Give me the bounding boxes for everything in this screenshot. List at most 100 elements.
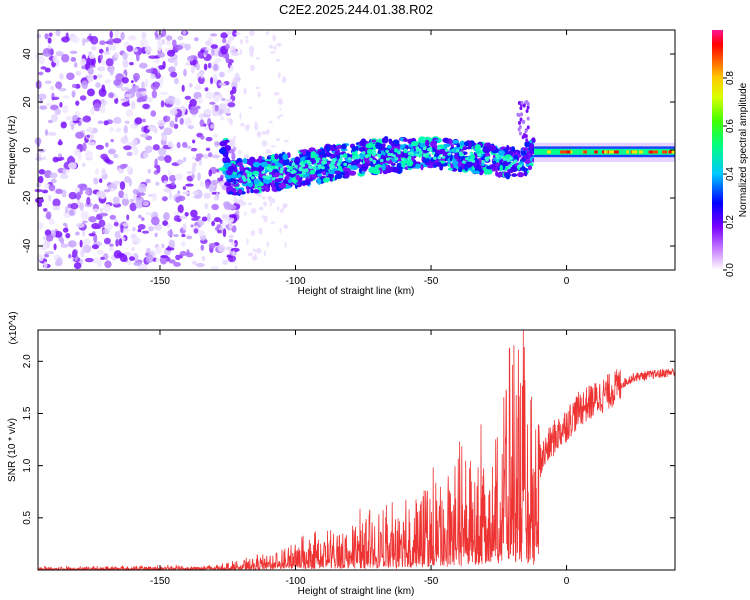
noise-blob <box>246 124 250 129</box>
noise-blob <box>139 62 148 69</box>
signal-blob <box>518 164 523 168</box>
noise-blob <box>145 254 154 264</box>
noise-blob <box>214 58 221 64</box>
signal-blob <box>337 161 341 166</box>
signal-blob <box>506 158 511 162</box>
noise-blob <box>42 207 48 212</box>
noise-blob <box>161 196 169 202</box>
colorbar: 0.0 0.2 0.4 0.6 0.8 Normalized spectral ampl… <box>712 30 749 277</box>
noise-blob <box>250 207 257 214</box>
noise-blob <box>39 243 48 251</box>
noise-blob <box>157 65 165 70</box>
noise-blob <box>232 78 237 84</box>
signal-blob <box>376 153 381 157</box>
noise-blob <box>247 252 254 257</box>
signal-blob <box>486 156 491 160</box>
noise-blob <box>227 138 234 145</box>
signal-blob <box>372 149 376 153</box>
noise-blob <box>239 49 243 56</box>
signal-blob <box>278 153 283 160</box>
signal-blob <box>425 139 430 147</box>
spectrogram-signal-track <box>218 100 675 197</box>
noise-blob <box>88 53 96 59</box>
noise-blob <box>133 146 139 156</box>
noise-blob <box>114 230 121 239</box>
signal-blob <box>218 148 227 154</box>
noise-blob <box>173 211 181 215</box>
noise-blob <box>74 187 81 194</box>
signal-blob <box>402 152 409 158</box>
signal-blob <box>379 158 384 163</box>
noise-blob <box>204 87 209 92</box>
signal-blob <box>317 148 322 153</box>
signal-blob <box>282 153 289 161</box>
signal-blob <box>233 179 237 185</box>
noise-blob <box>157 30 162 35</box>
noise-blob <box>167 141 173 148</box>
noise-blob <box>48 218 55 225</box>
noise-blob <box>146 247 151 253</box>
noise-blob <box>98 88 107 97</box>
signal-blob <box>454 152 459 160</box>
signal-blob <box>381 137 389 144</box>
noise-blob <box>38 169 46 175</box>
y-tick-label: 40 <box>22 48 33 60</box>
noise-blob <box>268 120 273 124</box>
noise-blob <box>35 156 43 161</box>
noise-blob <box>235 32 241 36</box>
signal-blob <box>447 152 451 156</box>
noise-blob <box>276 42 282 47</box>
signal-blob <box>458 155 465 160</box>
noise-blob <box>82 37 86 47</box>
signal-blob <box>424 158 430 163</box>
noise-blob <box>130 100 136 110</box>
signal-blob <box>524 129 528 134</box>
noise-blob <box>177 35 184 41</box>
signal-blob <box>322 177 330 183</box>
signal-blob <box>298 168 303 172</box>
signal-blob <box>328 173 335 179</box>
noise-blob <box>133 48 138 53</box>
signal-blob <box>322 171 327 176</box>
noise-blob <box>126 165 131 172</box>
noise-blob <box>165 35 173 41</box>
noise-blob <box>137 192 146 196</box>
signal-blob <box>260 161 268 168</box>
signal-blob <box>267 156 271 160</box>
signal-blob <box>364 154 369 159</box>
noise-blob <box>186 170 195 175</box>
noise-blob <box>73 148 81 157</box>
noise-blob <box>125 109 134 117</box>
noise-blob <box>75 131 85 139</box>
noise-blob <box>169 191 173 200</box>
signal-blob <box>449 154 453 162</box>
noise-blob <box>205 136 213 142</box>
noise-blob <box>176 141 181 149</box>
noise-blob <box>100 98 105 104</box>
noise-blob <box>176 159 184 165</box>
signal-blob <box>517 101 521 106</box>
noise-blob <box>136 97 142 103</box>
noise-blob <box>100 153 108 160</box>
band-peak <box>652 150 656 154</box>
noise-blob <box>50 85 55 91</box>
signal-blob <box>329 177 333 182</box>
noise-blob <box>42 156 47 161</box>
noise-blob <box>81 162 86 167</box>
signal-blob <box>301 164 306 168</box>
noise-blob <box>66 72 75 81</box>
signal-blob <box>261 170 266 174</box>
snr-y-ticks: 0.5 1.0 1.5 2.0 <box>22 354 675 525</box>
noise-blob <box>120 224 124 234</box>
noise-blob <box>248 106 253 109</box>
noise-blob <box>70 202 79 210</box>
signal-blob <box>531 137 536 144</box>
signal-blob <box>246 189 250 194</box>
noise-blob <box>173 123 179 129</box>
noise-blob <box>56 257 63 267</box>
signal-blob <box>343 162 347 167</box>
noise-blob <box>240 201 247 206</box>
noise-blob <box>68 253 72 259</box>
noise-blob <box>197 219 205 227</box>
band-peak <box>654 150 659 154</box>
